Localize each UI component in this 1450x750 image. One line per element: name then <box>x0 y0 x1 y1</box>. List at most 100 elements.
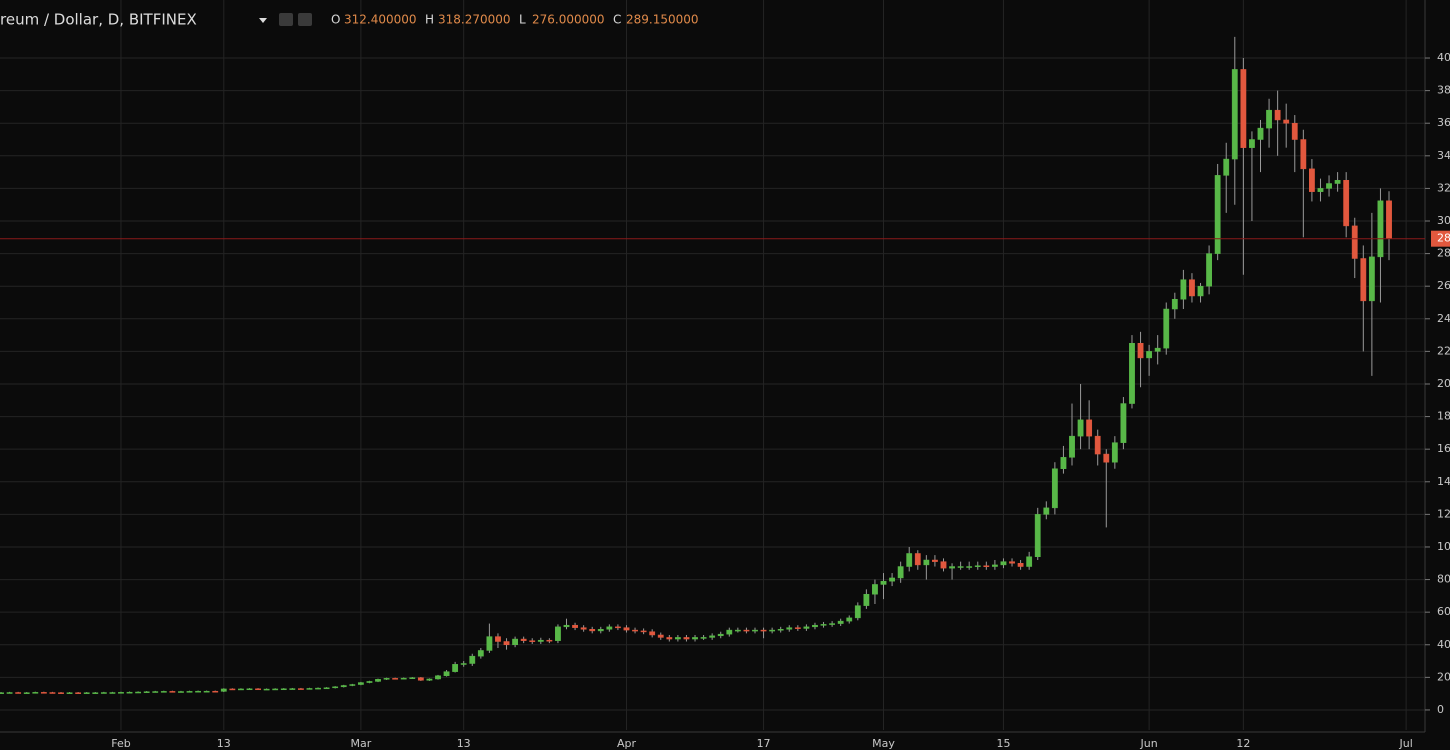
candle-body <box>589 629 596 632</box>
candle-body <box>66 692 73 694</box>
candle-body <box>1231 69 1238 160</box>
ohlc-value: 312.400000 <box>344 13 417 27</box>
candle-body <box>263 688 270 691</box>
candle-body <box>606 626 613 630</box>
candle-body <box>812 624 818 628</box>
candle-body <box>537 639 544 642</box>
candle-body <box>529 640 536 642</box>
candle-body <box>580 627 587 630</box>
candle-body <box>743 629 750 632</box>
candle-body <box>375 679 381 682</box>
candle-body <box>880 580 887 585</box>
settings-button[interactable] <box>298 13 312 26</box>
candle-body <box>289 688 296 690</box>
y-tick-label: 300 <box>1437 214 1450 227</box>
candle-body <box>1189 279 1195 297</box>
candle-body <box>1180 279 1187 300</box>
candle-body <box>392 678 399 680</box>
candle-body <box>203 690 210 693</box>
candle-body <box>477 650 484 657</box>
candle-body <box>1351 225 1358 259</box>
candle-body <box>777 629 784 631</box>
ohlc-value: 276.000000 <box>532 13 605 27</box>
candle-body <box>1326 183 1332 189</box>
y-tick-label: 80 <box>1437 573 1450 586</box>
candle-body <box>572 624 578 628</box>
candle-body <box>640 630 647 633</box>
ohlc-legend: O 312.400000 H 318.270000 L 276.000000 C 289.15… <box>331 13 699 27</box>
candle-body <box>186 691 193 693</box>
candle-body <box>1051 468 1058 509</box>
grid <box>0 0 1425 730</box>
hide-button[interactable] <box>279 13 293 26</box>
candle-body <box>1163 308 1170 349</box>
candle-body <box>632 629 638 632</box>
y-tick-label: 380 <box>1437 84 1450 97</box>
x-tick-label: May <box>872 737 895 750</box>
candle-body <box>683 637 690 640</box>
candle-body <box>1034 514 1041 557</box>
candle-body <box>974 565 981 567</box>
candle-body <box>872 584 878 595</box>
candle-body <box>32 692 39 694</box>
candle-body <box>426 678 433 681</box>
candle-body <box>803 626 810 629</box>
candle-body <box>40 692 47 694</box>
candle-body <box>195 690 201 693</box>
y-tick-label: 60 <box>1437 605 1450 618</box>
candle-body <box>700 637 707 639</box>
candle-body <box>109 692 116 694</box>
candle-body <box>0 692 4 694</box>
candle-body <box>1077 419 1084 437</box>
candle-body <box>1129 342 1135 404</box>
candle-body <box>212 690 219 693</box>
candle-body <box>469 655 476 664</box>
candle-body <box>957 566 964 568</box>
candle-body <box>1377 200 1384 258</box>
candle-body <box>452 664 459 672</box>
y-tick-label: 40 <box>1437 638 1450 651</box>
symbol-dropdown[interactable] <box>259 18 267 23</box>
x-tick-label: Jul <box>1399 737 1413 750</box>
candle-body <box>1017 563 1024 567</box>
candle-body <box>152 691 159 693</box>
candle-body <box>837 620 844 624</box>
candle-body <box>1094 435 1101 455</box>
ohlc-key: C <box>613 13 621 27</box>
y-tick-label: 160 <box>1437 442 1450 455</box>
candle-body <box>143 691 150 693</box>
candle-body <box>734 629 741 632</box>
x-tick-label: 13 <box>217 737 231 750</box>
candle-body <box>932 559 938 562</box>
y-tick-label: 220 <box>1437 344 1450 357</box>
candle-body <box>6 692 13 694</box>
candle-body <box>1043 507 1050 515</box>
candle-body <box>726 629 733 635</box>
candle-body <box>383 678 390 680</box>
candle-body <box>717 633 724 637</box>
x-tick-label: 13 <box>457 737 471 750</box>
candle-body <box>709 635 716 638</box>
candle-body <box>238 688 244 691</box>
x-tick-label: Apr <box>617 737 637 750</box>
candle-body <box>674 637 681 640</box>
candle-body <box>1343 180 1350 227</box>
candle-body <box>58 692 64 694</box>
y-tick-label: 340 <box>1437 149 1450 162</box>
candle-body <box>1197 285 1204 297</box>
candle-body <box>332 686 339 689</box>
candle-body <box>563 624 570 628</box>
candle-body <box>820 624 827 626</box>
x-tick-label: 15 <box>996 737 1010 750</box>
x-tick-label: Mar <box>350 737 371 750</box>
candle-body <box>512 638 519 646</box>
candle-body <box>914 553 921 566</box>
candle-body <box>1386 200 1392 239</box>
candle-body <box>991 564 998 567</box>
candle-body <box>220 688 227 692</box>
candle-body <box>495 636 501 642</box>
ohlc-key: L <box>519 13 526 27</box>
y-tick-label: 280 <box>1437 247 1450 260</box>
candle-body <box>966 566 973 568</box>
